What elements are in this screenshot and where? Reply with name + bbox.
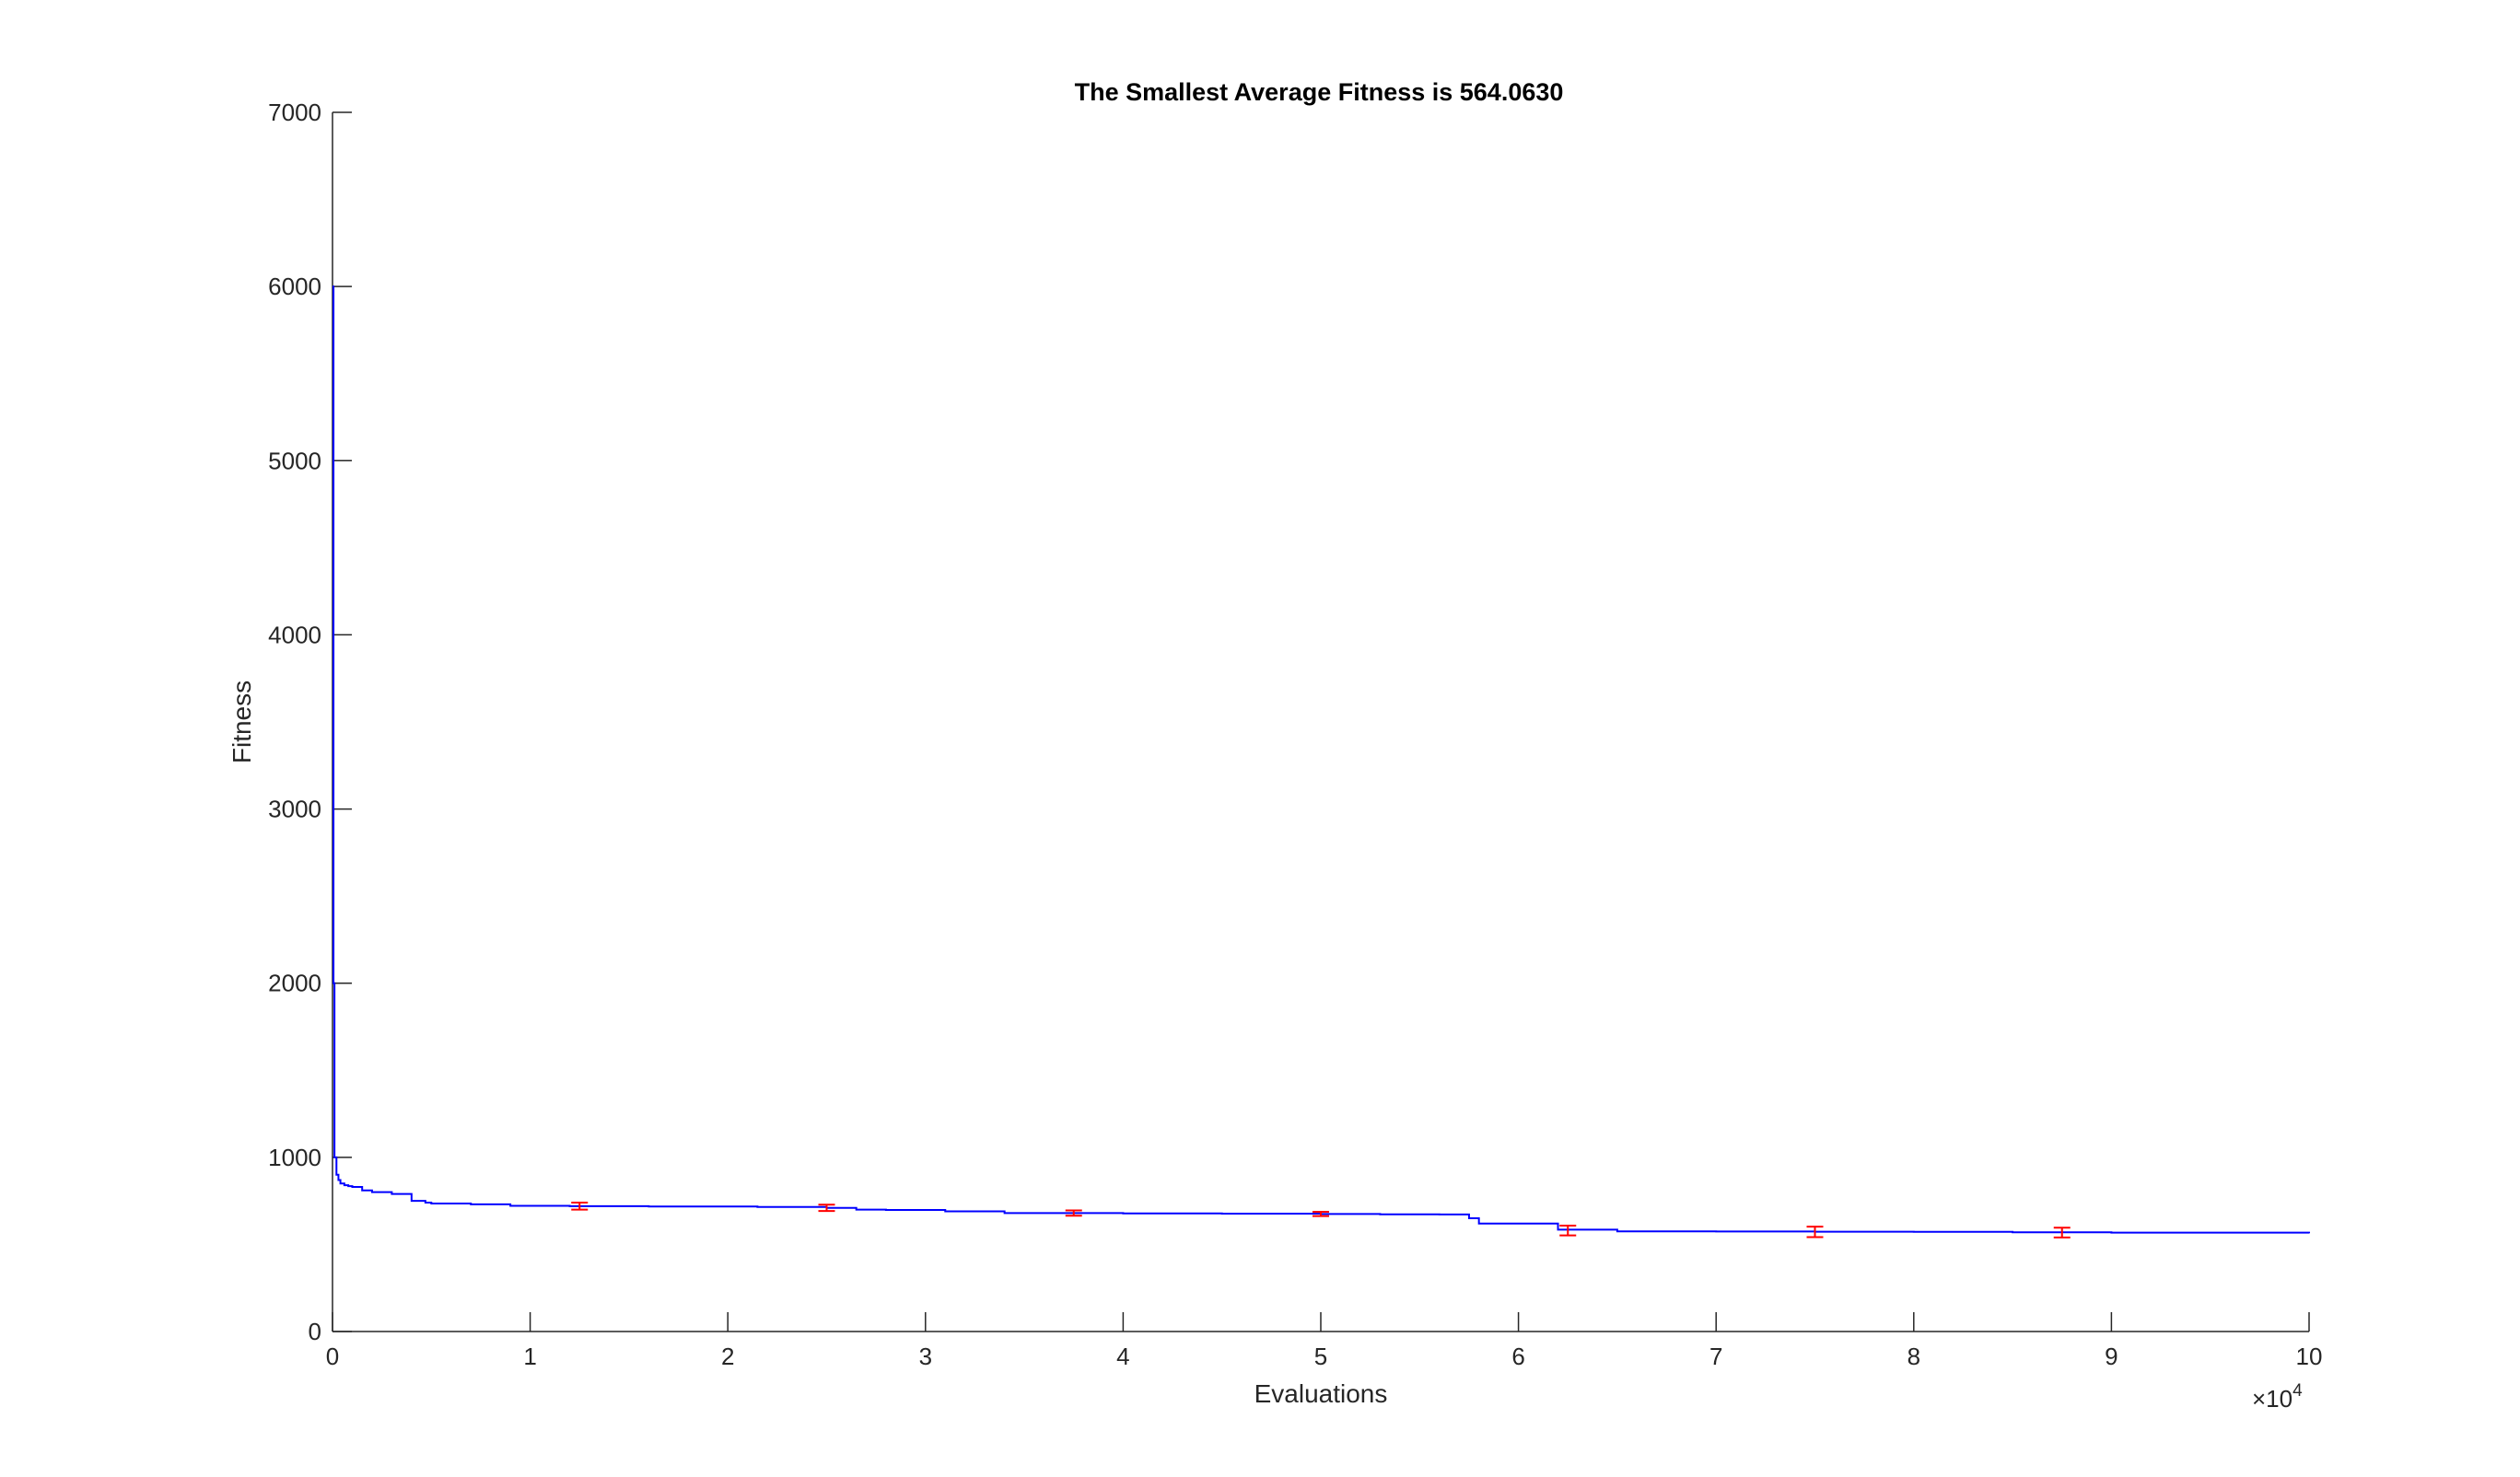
x-tick-label: 5 — [1314, 1343, 1327, 1370]
chart-title: The Smallest Average Fitness is 564.0630 — [1075, 78, 1564, 106]
y-tick-label: 5000 — [268, 447, 321, 474]
x-axis-label: Evaluations — [1254, 1379, 1388, 1408]
x-tick-label: 6 — [1511, 1343, 1524, 1370]
y-tick-label: 1000 — [268, 1144, 321, 1171]
y-axis-label: Fitness — [228, 680, 256, 763]
x-axis-exponent-base: ×10 — [2252, 1385, 2292, 1413]
y-axis-ticks: 0 1000 2000 3000 4000 5000 6000 7000 — [268, 99, 352, 1345]
y-tick-label: 7000 — [268, 99, 321, 126]
x-axis-exponent-power: 4 — [2292, 1381, 2303, 1401]
fitness-series-line — [332, 285, 2310, 1234]
y-tick-label: 0 — [309, 1318, 321, 1345]
x-tick-label: 2 — [721, 1343, 734, 1370]
error-bar — [818, 1204, 835, 1213]
x-tick-label: 3 — [919, 1343, 932, 1370]
x-axis-exponent: ×104 — [2252, 1381, 2303, 1413]
x-tick-label: 1 — [523, 1343, 536, 1370]
x-tick-label: 4 — [1116, 1343, 1129, 1370]
y-tick-label: 3000 — [268, 796, 321, 823]
y-tick-label: 2000 — [268, 970, 321, 997]
x-tick-label: 9 — [2105, 1343, 2118, 1370]
x-tick-label: 0 — [326, 1343, 339, 1370]
x-tick-label: 10 — [2296, 1343, 2323, 1370]
series-layer — [332, 285, 2310, 1234]
error-bar — [1559, 1225, 1577, 1237]
error-bar — [1065, 1209, 1082, 1217]
y-tick-label: 6000 — [268, 273, 321, 300]
error-bar-layer — [571, 1202, 2071, 1239]
error-bar — [571, 1202, 589, 1211]
x-tick-label: 8 — [1908, 1343, 1920, 1370]
error-bar — [1312, 1211, 1329, 1217]
x-tick-label: 7 — [1709, 1343, 1722, 1370]
error-bar — [1806, 1226, 1824, 1239]
error-bar — [2053, 1227, 2071, 1239]
x-axis-ticks: 0 1 2 3 4 5 6 7 8 9 10 — [326, 1312, 2323, 1370]
y-tick-label: 4000 — [268, 621, 321, 648]
